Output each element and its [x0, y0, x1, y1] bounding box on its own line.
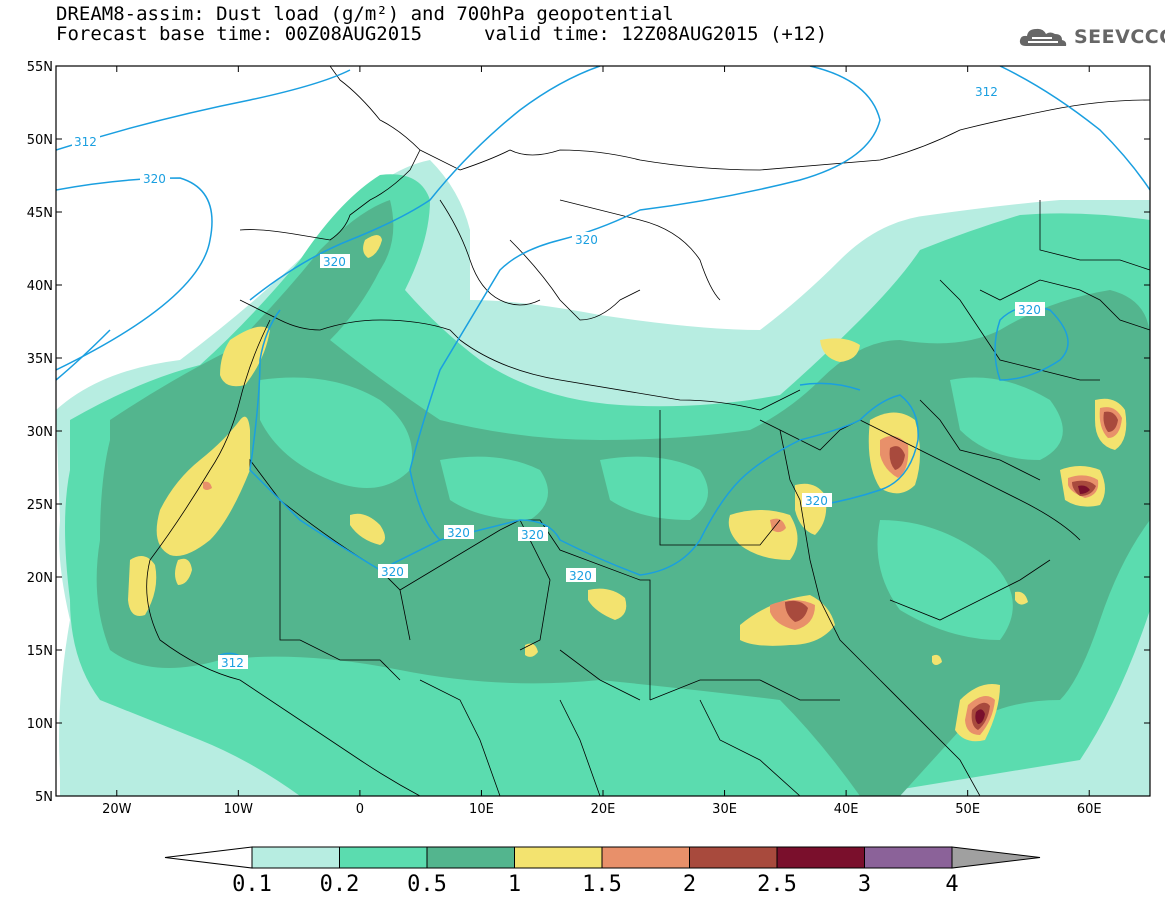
colorbar-tick-label: 3	[857, 872, 872, 897]
contour-label: 320	[1018, 303, 1041, 317]
lat-tick-label: 15N	[27, 644, 53, 659]
lon-tick-label: 60E	[1077, 802, 1102, 817]
lat-tick-label: 25N	[27, 498, 53, 513]
contour-label: 312	[221, 656, 244, 670]
map-title: DREAM8-assim: Dust load (g/m²) and 700hP…	[56, 3, 674, 25]
colorbar-tick-label: 2.5	[757, 872, 797, 897]
contour-label: 320	[447, 526, 470, 540]
valid-time: valid time: 12Z08AUG2015 (+12)	[484, 23, 828, 45]
contour-label: 320	[323, 255, 346, 269]
contour-labels: 312 320 320 320 320 320 320 320 312 320 …	[72, 84, 1045, 670]
lon-tick-label: 20W	[102, 802, 132, 817]
lon-tick-label: 0	[356, 802, 364, 817]
logo-text: SEEVCCC	[1074, 26, 1165, 48]
lat-tick-label: 35N	[27, 352, 53, 367]
contour-label: 320	[381, 565, 404, 579]
contour-label: 320	[575, 233, 598, 247]
lat-tick-label: 55N	[27, 60, 53, 75]
lon-tick-label: 50E	[955, 802, 980, 817]
seevccc-logo: SEEVCCC	[1018, 26, 1165, 48]
colorbar-swatch	[776, 846, 865, 869]
colorbar-swatch	[426, 846, 515, 869]
colorbar-tick-label: 0.5	[407, 872, 447, 897]
lat-tick-label: 5N	[35, 790, 53, 805]
lat-tick-label: 40N	[27, 279, 53, 294]
contour-label: 312	[975, 85, 998, 99]
colorbar-swatch	[514, 846, 603, 869]
lat-tick-label: 30N	[27, 425, 53, 440]
dust-level-2.5	[975, 485, 1090, 724]
lat-tick-label: 10N	[27, 717, 53, 732]
colorbar-tick-label: 1.5	[582, 872, 622, 897]
colorbar-swatch	[601, 846, 690, 869]
longitude-axis: 20W 10W 0 10E 20E 30E 40E 50E 60E	[102, 66, 1102, 817]
cloud-icon	[1019, 28, 1067, 46]
lat-tick-label: 20N	[27, 571, 53, 586]
latitude-axis: 55N 50N 45N 40N 35N 30N 25N 20N 15N 10N 5N	[27, 60, 1150, 805]
lat-tick-label: 45N	[27, 206, 53, 221]
colorbar-tick-label: 1	[507, 872, 522, 897]
colorbar-swatch	[864, 846, 953, 869]
lon-tick-label: 10E	[469, 802, 494, 817]
colorbar-tick-label: 2	[682, 872, 697, 897]
lon-tick-label: 20E	[591, 802, 616, 817]
contour-label: 312	[74, 135, 97, 149]
lon-tick-label: 30E	[712, 802, 737, 817]
colorbar-tick-label: 4	[945, 872, 959, 897]
lon-tick-label: 10W	[224, 802, 254, 817]
colorbar-tick-label: 0.1	[232, 872, 272, 897]
forecast-base-time: Forecast base time: 00Z08AUG2015	[56, 23, 423, 45]
contour-label: 320	[521, 528, 544, 542]
lat-tick-label: 50N	[27, 133, 53, 148]
contour-label: 320	[569, 569, 592, 583]
colorbar-swatch	[339, 846, 428, 869]
dust-level-0.2-inner	[260, 377, 1063, 640]
colorbar-arrow-high	[951, 846, 1041, 869]
country-borders	[146, 66, 1150, 796]
colorbar-swatch	[689, 846, 778, 869]
colorbar-tick-label: 0.2	[319, 872, 360, 897]
lon-tick-label: 40E	[834, 802, 859, 817]
dust-field	[56, 160, 1150, 796]
colorbar-swatch	[251, 846, 340, 869]
contour-label: 320	[805, 494, 828, 508]
contour-label: 320	[143, 172, 166, 186]
colorbar-arrow-low	[164, 846, 253, 869]
